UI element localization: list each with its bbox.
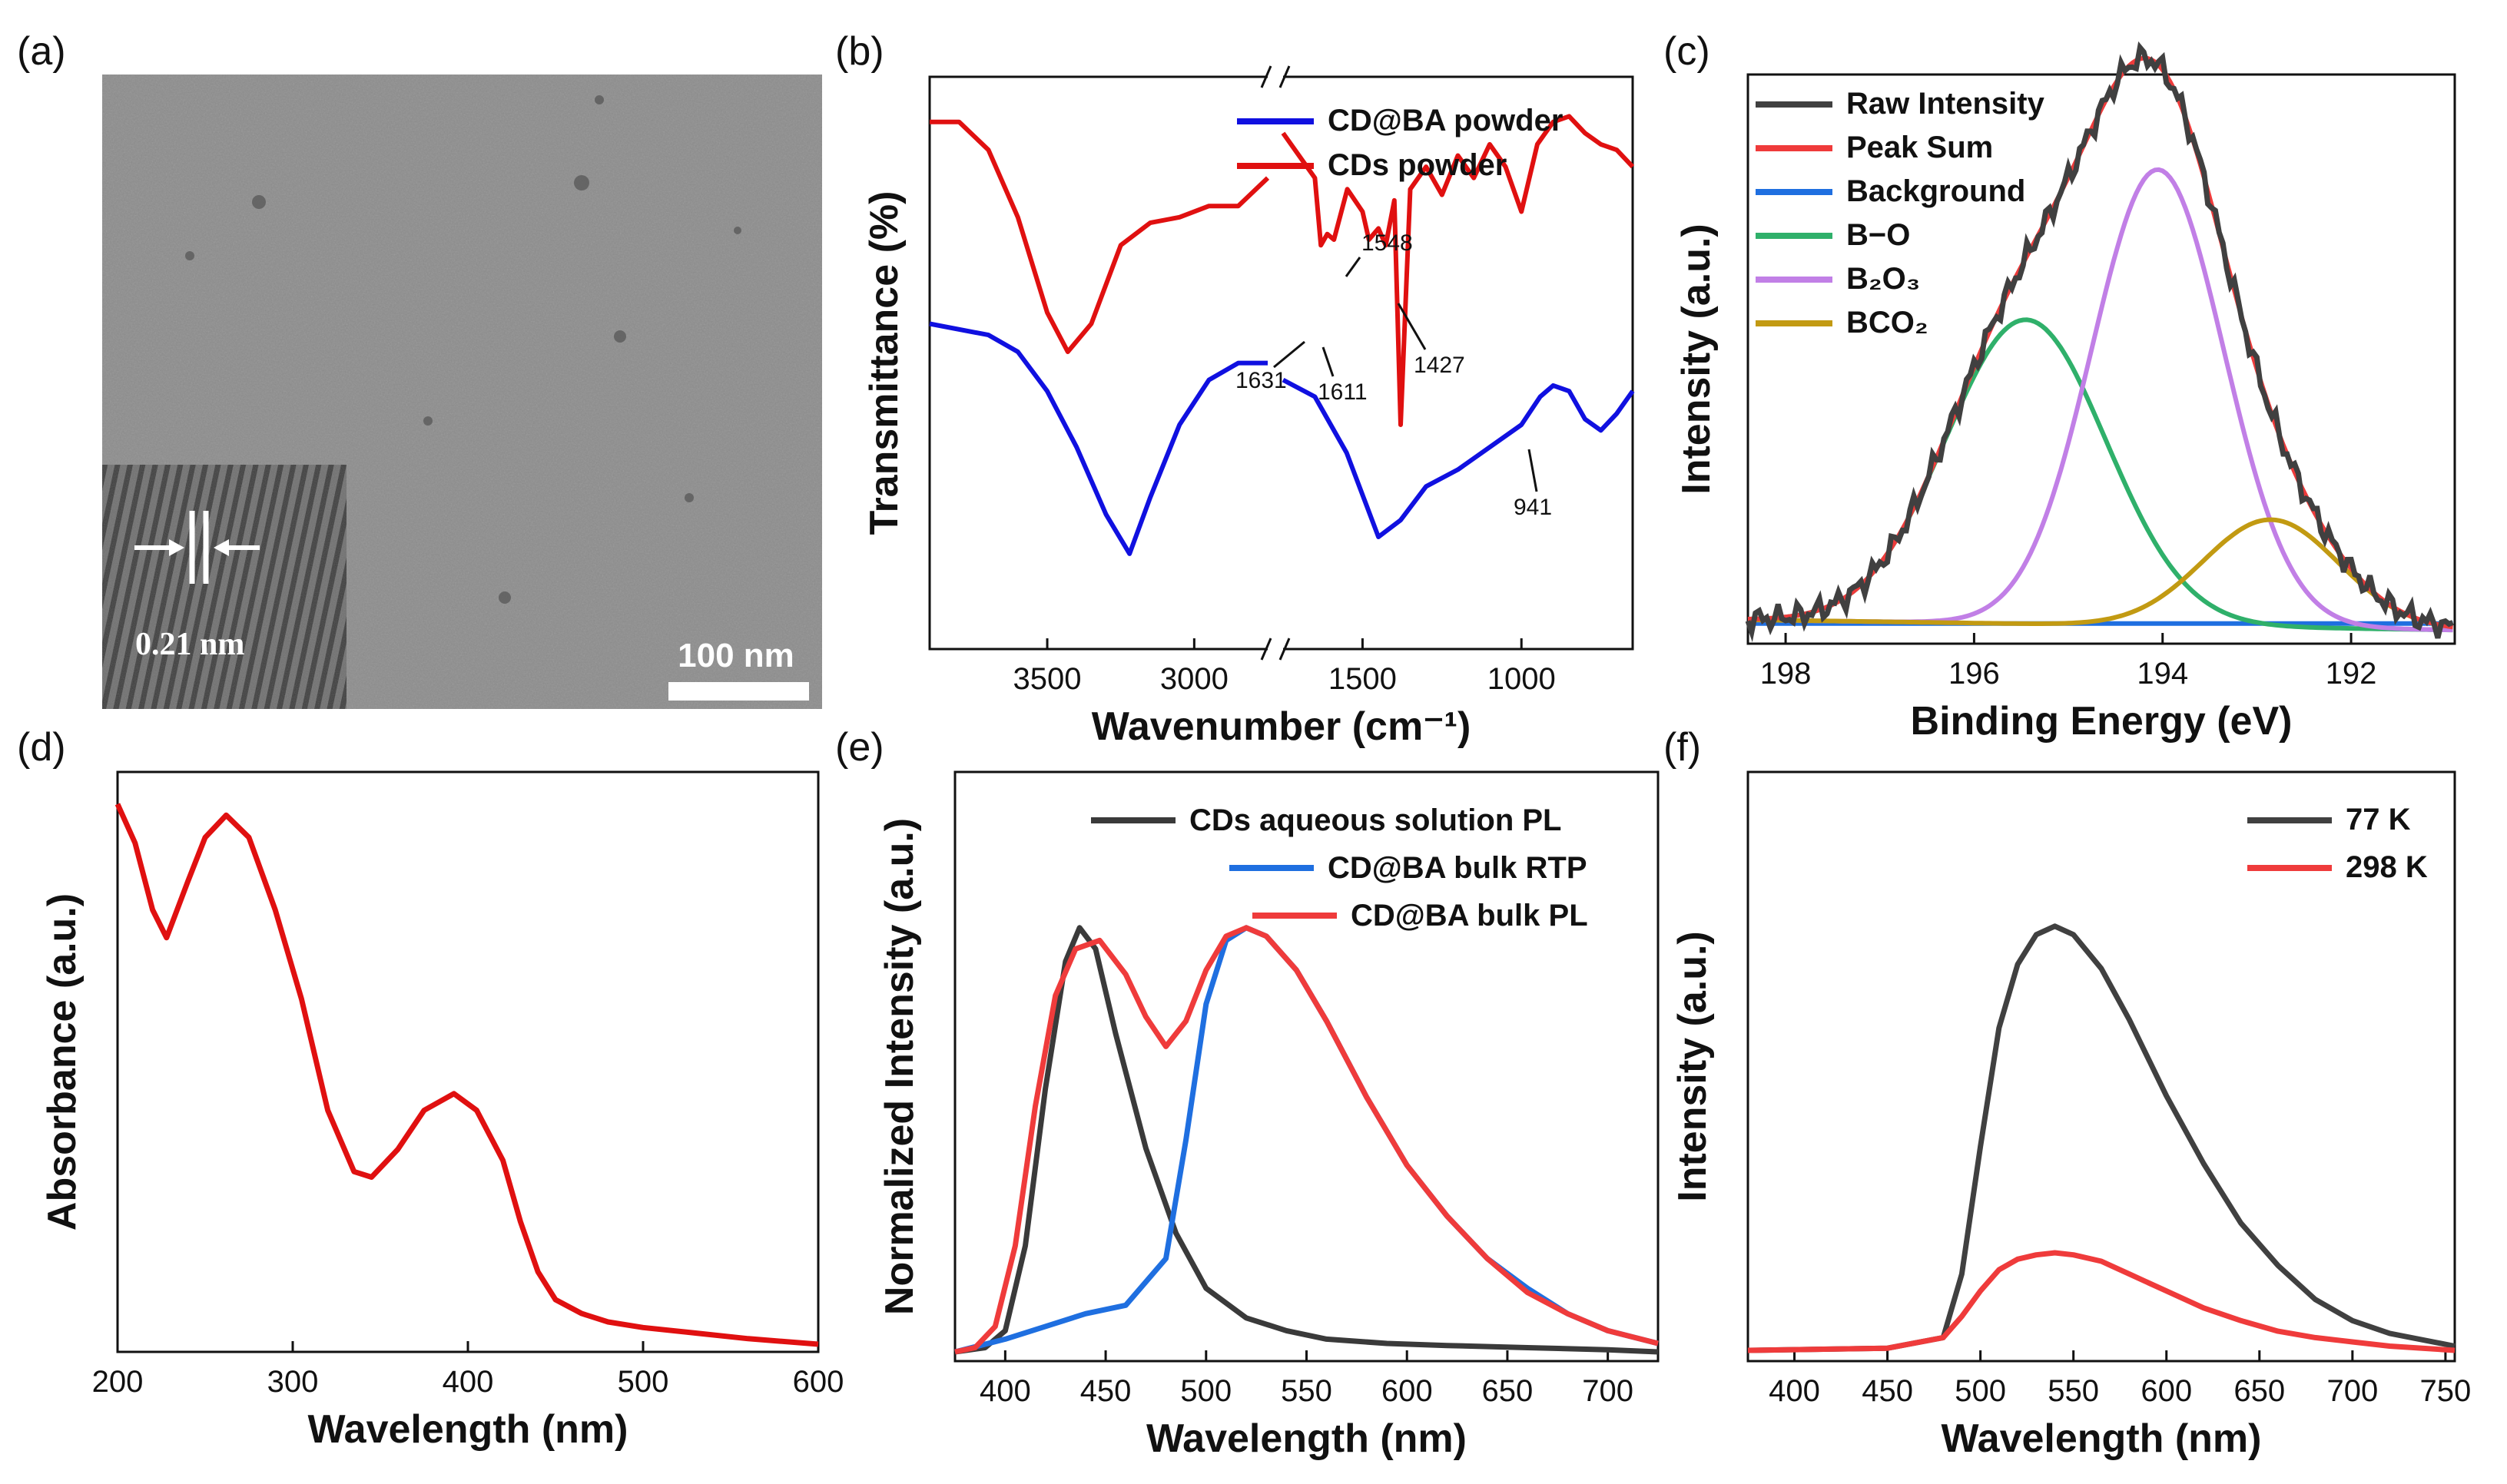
x-tick-label: 450 [1080,1374,1132,1408]
series-line [954,925,1659,1355]
axis-break-mask [1268,635,1283,663]
peak-label: 1611 [1318,379,1368,405]
y-axis-label: Absorbance (a.u.) [40,893,85,1231]
peak-annotations: 1548 1631 1611 1427 941 [1235,230,1552,520]
x-tick-label: 500 [618,1365,669,1399]
legend-label: B₂O₃ [1846,262,1920,296]
series-line [930,119,1270,354]
y-axis-label: Intensity (a.u.) [1674,224,1719,494]
x-tick-label: 1000 [1487,662,1556,696]
x-tick-label: 3500 [1013,662,1082,696]
series-line [1282,377,1635,539]
x-tick-label: 650 [2233,1374,2285,1408]
x-tick-label: 500 [1955,1374,2006,1408]
axis-break-icon [1260,65,1272,88]
plot-frame [1746,73,2456,645]
x-tick-label: 300 [267,1365,319,1399]
x-tick-label: 200 [92,1365,144,1399]
peak-label: 1548 [1361,230,1413,256]
scale-bar [668,682,809,701]
x-tick-label: 600 [2141,1374,2192,1408]
panel-f: (f) 400 450 500 550 600 650 700 750 Wavelength (… [1663,725,2471,1461]
panel-e-label: (e) [835,725,884,770]
series-line [929,321,1268,556]
x-tick-label: 192 [2326,657,2377,691]
series-line [1747,517,2453,630]
x-tick-label: 700 [2326,1374,2378,1408]
axis-break-icon [1278,65,1291,88]
legend-label: CDs powder [1328,148,1507,182]
panel-a: (a) 0.21 nm 100 nm [17,29,822,709]
plot-frame [928,75,1634,651]
legend-label: CD@BA bulk RTP [1328,851,1587,885]
x-tick-label: 196 [1948,657,2000,691]
x-axis-label: Binding Energy (eV) [1911,699,2293,744]
y-axis-label: Normalized Intensity (a.u.) [877,818,922,1315]
panel-c-label: (c) [1663,29,1710,74]
inset-scale-label: 0.21 nm [135,627,244,662]
legend-label: 298 K [2346,850,2428,884]
plot-frame [1746,770,2456,1363]
panel-b-label: (b) [835,29,884,74]
panel-d-label: (d) [17,725,66,770]
x-axis-label: Wavelength (nm) [308,1407,628,1452]
x-tick-label: 550 [2048,1374,2099,1408]
panel-f-label: (f) [1663,725,1701,770]
peak-label: 1631 [1235,368,1287,393]
legend-label: 77 K [2346,803,2411,836]
x-tick-label: 750 [2420,1374,2472,1408]
axis-break-icon [1278,638,1291,661]
peak-label: 941 [1514,495,1552,520]
x-axis-label: Wavelength (nm) [1146,1416,1467,1461]
hrtem-inset: 0.21 nm [102,465,347,709]
x-tick-label: 600 [793,1365,844,1399]
legend-label: CD@BA bulk PL [1351,899,1588,932]
legend-label: Raw Intensity [1846,87,2045,121]
legend-label: B−O [1846,218,1910,252]
panel-d: (d) 200 300 400 500 600 Wavelength (nm) Absorb… [17,725,844,1452]
series-line [1745,41,2454,643]
panel-b: (b) 3500 3000 1500 1000 Wavenumber (cm⁻¹) Tra… [835,29,1635,749]
panel-e: (e) 400 450 500 550 600 650 700 Wavelength (nm)… [835,725,1660,1461]
axis-break-mask [1268,63,1283,91]
scale-bar-label: 100 nm [678,637,794,674]
x-tick-label: 3000 [1160,662,1229,696]
x-axis-label: Wavelength (nm) [1942,1416,2262,1461]
tem-particles [185,95,741,604]
x-tick-label: 400 [1769,1374,1820,1408]
y-axis-label: Transmittance (%) [862,191,907,535]
legend-label: Peak Sum [1846,131,1993,164]
x-tick-label: 198 [1760,657,1812,691]
legend-label: CD@BA powder [1328,104,1563,137]
x-tick-label: 700 [1582,1374,1633,1408]
x-tick-label: 194 [2137,657,2188,691]
plot-frame [116,770,820,1353]
x-tick-label: 650 [1482,1374,1534,1408]
series-line [1281,114,1635,427]
x-tick-label: 400 [443,1365,494,1399]
x-tick-label: 500 [1180,1374,1232,1408]
series-line [114,803,819,1347]
axis-break-icon [1260,638,1272,661]
x-tick-label: 550 [1281,1374,1332,1408]
series-line [1747,923,2456,1353]
series-line [1747,1250,2456,1353]
x-tick-label: 450 [1862,1374,1913,1408]
peak-label: 1427 [1414,353,1465,378]
legend-label: BCO₂ [1846,306,1928,340]
legend-label: Background [1846,174,2025,208]
legend-label: CDs aqueous solution PL [1189,803,1561,837]
panel-c: (c) 198 196 194 192 Binding Energy (eV) Inten… [1663,29,2456,744]
x-tick-label: 400 [980,1374,1031,1408]
series-line [954,925,1659,1355]
x-tick-label: 1500 [1328,662,1397,696]
x-axis-label: Wavenumber (cm⁻¹) [1092,704,1471,749]
x-tick-label: 600 [1381,1374,1433,1408]
series-line [1747,317,2453,633]
y-axis-label: Intensity (a.u.) [1670,931,1715,1201]
panel-a-label: (a) [17,29,66,74]
